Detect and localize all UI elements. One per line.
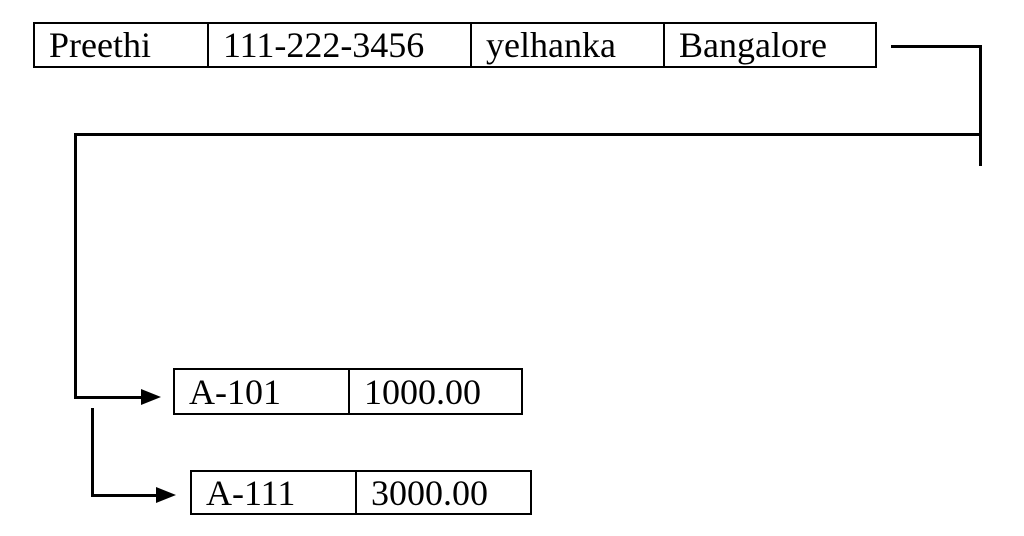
account1-number-text: A-101 xyxy=(189,371,281,412)
account1-number-cell: A-101 xyxy=(175,370,350,413)
connector-stub-from-customer xyxy=(891,45,981,48)
arrow-right-icon xyxy=(156,487,176,503)
account2-balance-cell: 3000.00 xyxy=(357,472,530,513)
customer-city-cell: Bangalore xyxy=(665,24,875,66)
customer-city-text: Bangalore xyxy=(679,25,827,65)
connector-right-vertical xyxy=(979,45,982,166)
arrow-right-icon xyxy=(141,389,161,405)
account1-balance-text: 1000.00 xyxy=(364,371,481,412)
customer-street-cell: yelhanka xyxy=(472,24,665,66)
connector-long-horizontal xyxy=(74,133,982,136)
connector-mid-vertical xyxy=(91,408,94,497)
account1-balance-cell: 1000.00 xyxy=(350,370,521,413)
customer-record-table: Preethi 111-222-3456 yelhanka Bangalore xyxy=(33,22,877,68)
connector-arrow2-line xyxy=(91,494,157,497)
customer-phone-text: 111-222-3456 xyxy=(223,25,425,65)
customer-phone-cell: 111-222-3456 xyxy=(209,24,472,66)
account-record-table-1: A-101 1000.00 xyxy=(173,368,523,415)
account2-number-cell: A-111 xyxy=(192,472,357,513)
customer-name-cell: Preethi xyxy=(35,24,209,66)
account2-balance-text: 3000.00 xyxy=(371,472,488,513)
customer-name-text: Preethi xyxy=(49,25,151,65)
customer-street-text: yelhanka xyxy=(486,25,616,65)
connector-arrow1-line xyxy=(74,396,142,399)
account-record-table-2: A-111 3000.00 xyxy=(190,470,532,515)
account2-number-text: A-111 xyxy=(206,472,296,513)
connector-left-vertical xyxy=(74,133,77,399)
